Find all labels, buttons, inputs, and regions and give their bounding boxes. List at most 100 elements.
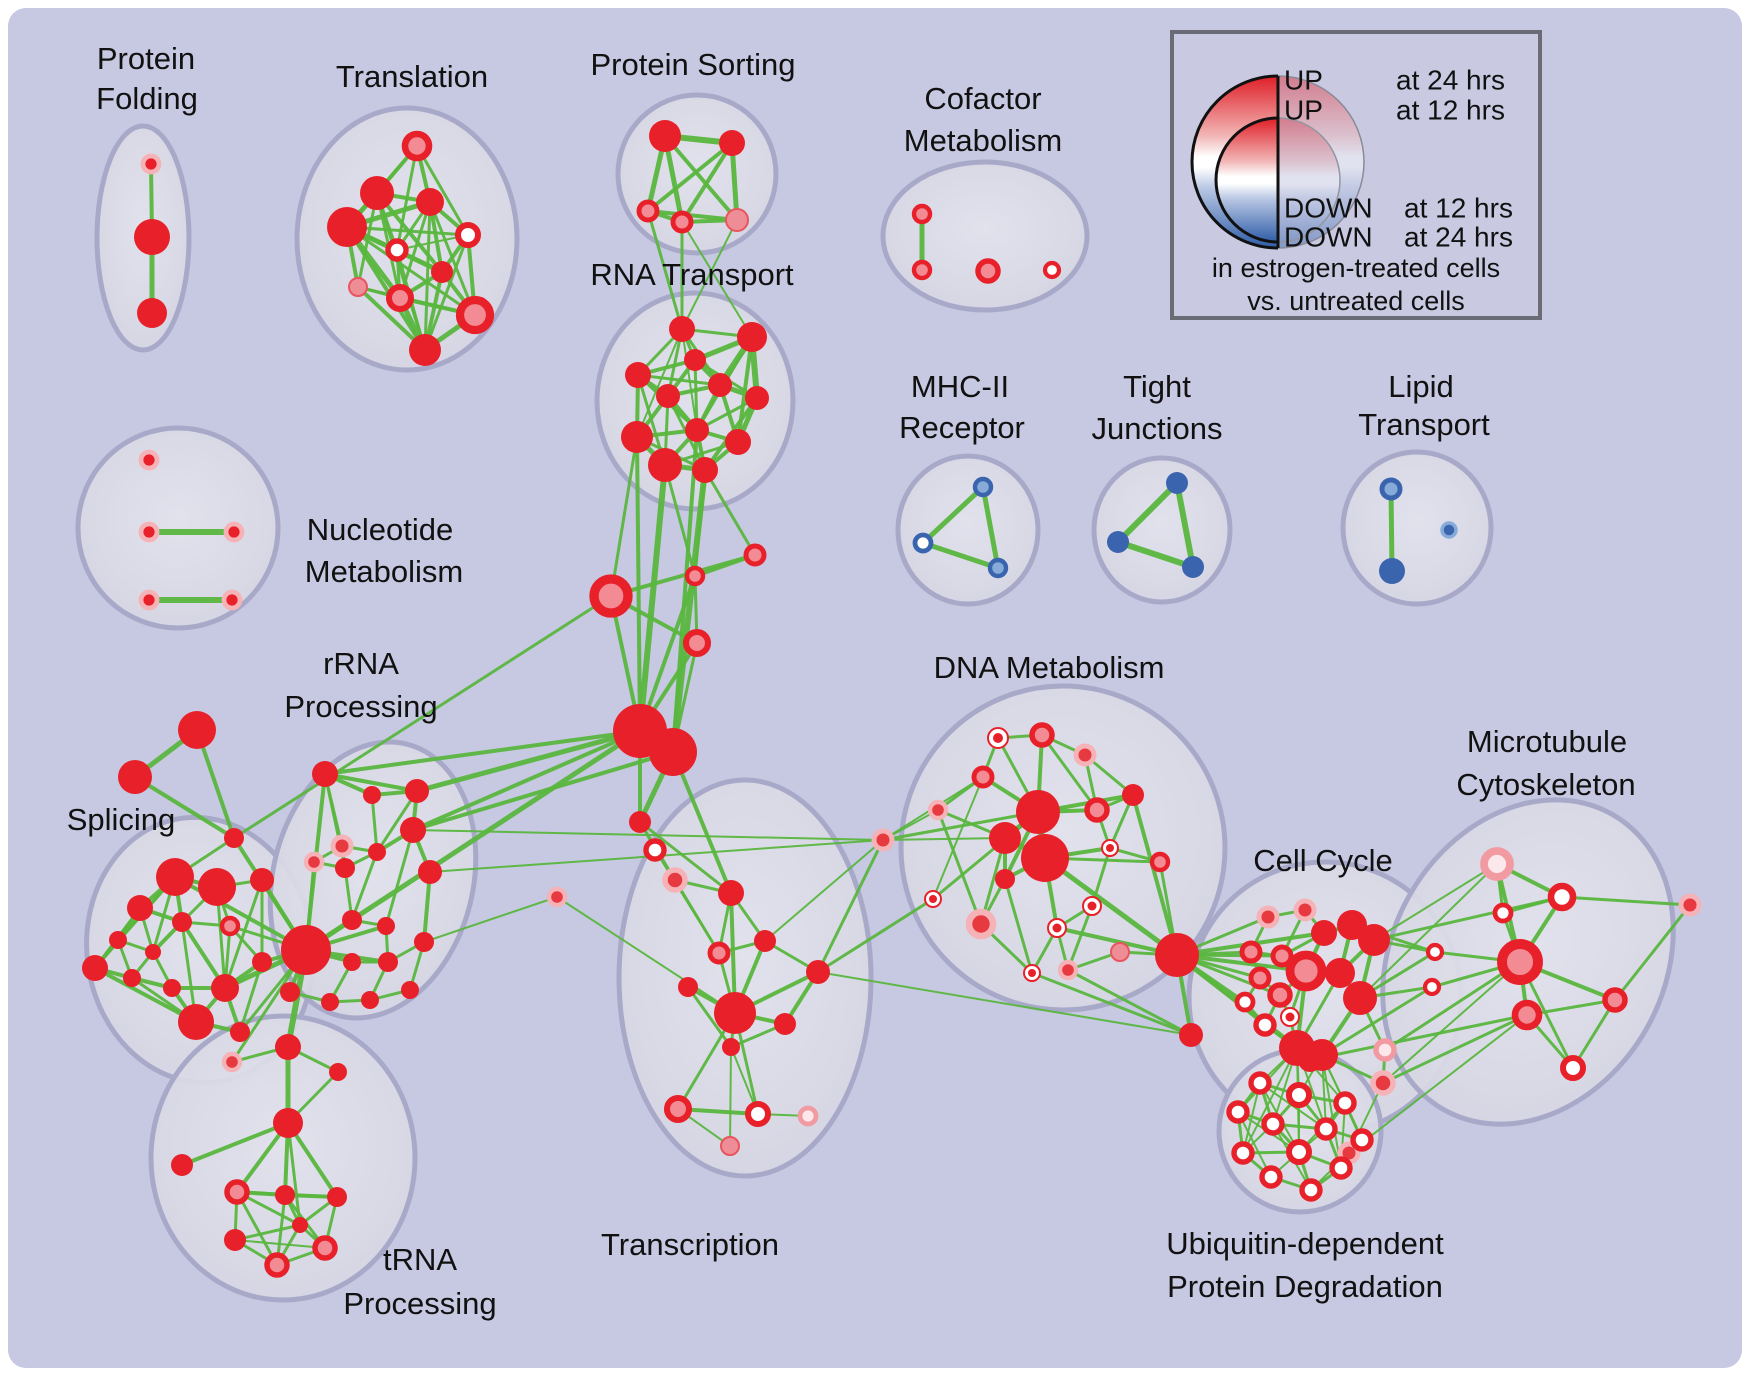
cluster-label-nucleotide-0: Nucleotide: [307, 512, 453, 547]
node-rwc: [1422, 977, 1442, 997]
cluster-label-trna-processing-1: Processing: [343, 1286, 496, 1321]
edge: [920, 484, 986, 546]
node-rpr: [138, 589, 160, 611]
edge: [350, 850, 379, 922]
node-r: [1179, 1023, 1203, 1047]
node-r: [669, 316, 695, 342]
cluster-mhc-ii: [895, 453, 1041, 607]
edge: [920, 540, 1001, 571]
node-rwc: [1259, 1165, 1283, 1189]
cluster-label-protein-sorting-0: Protein Sorting: [590, 47, 795, 82]
node-r: [684, 349, 706, 371]
node-r: [754, 930, 776, 952]
cluster-label-tight-junctions-0: Tight: [1123, 369, 1191, 404]
edge: [323, 729, 642, 776]
edge: [638, 820, 733, 895]
node-rwc: [455, 222, 481, 248]
node-rpc: [911, 203, 933, 225]
node-rpc: [670, 210, 694, 234]
node-b: [1107, 531, 1129, 553]
node-r: [163, 979, 181, 997]
node-rwc: [1425, 942, 1445, 962]
node-r: [211, 974, 239, 1002]
node-rwc: [1350, 1128, 1374, 1152]
node-b: [1379, 558, 1405, 584]
edge: [1382, 961, 1521, 1084]
node-rwc: [1299, 1178, 1323, 1202]
node-rpr: [221, 589, 243, 611]
node-r: [656, 384, 680, 408]
cluster-nucleotide: [75, 425, 281, 631]
node-rwc: [1042, 260, 1062, 280]
edge: [1115, 539, 1196, 570]
node-r: [312, 761, 338, 787]
legend-time-1: at 12 hrs: [1396, 94, 1505, 125]
node-rwc: [1314, 1117, 1338, 1141]
node-rwc: [1329, 1156, 1353, 1180]
node-rpc: [1267, 982, 1293, 1008]
node-r: [137, 298, 167, 328]
node-rpr: [138, 521, 160, 543]
node-r: [405, 779, 429, 803]
node-r: [134, 219, 170, 255]
node-r: [378, 952, 398, 972]
node-rpc: [219, 915, 241, 937]
node-r: [708, 373, 732, 397]
edge: [646, 209, 739, 222]
edge: [414, 728, 643, 794]
node-r: [989, 822, 1021, 854]
edge: [609, 553, 757, 598]
cluster-label-transcription-0: Transcription: [601, 1227, 779, 1262]
edge: [375, 789, 419, 854]
node-r: [343, 953, 361, 971]
node-wrc-core: [1285, 1012, 1295, 1022]
node-rpc: [911, 259, 933, 281]
node-r: [718, 880, 744, 906]
node-r: [1325, 958, 1355, 988]
edge: [411, 750, 675, 832]
cluster-label-cofactor-0: Cofactor: [924, 81, 1041, 116]
node-r: [145, 944, 161, 960]
edge: [636, 373, 722, 387]
edge: [686, 985, 733, 1049]
edge: [1373, 863, 1498, 941]
node-r: [230, 1022, 250, 1042]
node-rpc: [684, 565, 706, 587]
node-rwc: [1333, 1091, 1357, 1115]
node-r: [714, 992, 756, 1034]
edge: [1613, 903, 1692, 1002]
node-r: [1155, 933, 1199, 977]
edge: [1320, 985, 1434, 1057]
node-r: [625, 362, 651, 388]
node-r: [252, 952, 272, 972]
edge: [636, 328, 683, 438]
edge: [93, 966, 198, 1024]
node-rpc: [682, 628, 712, 658]
cluster-label-translation-0: Translation: [336, 59, 488, 94]
node-rpc: [1511, 999, 1543, 1031]
node-rpc: [401, 130, 433, 162]
node-r: [275, 1185, 295, 1205]
node-r: [1343, 981, 1377, 1015]
node-r: [649, 120, 681, 152]
node-r: [275, 1034, 301, 1060]
edge: [423, 896, 558, 943]
node-r: [719, 130, 745, 156]
edge: [671, 750, 733, 895]
edge: [817, 971, 1192, 1036]
node-prc: [965, 908, 997, 940]
node-rpc: [1285, 950, 1327, 992]
cluster-label-protein-folding-0: Protein: [97, 41, 195, 76]
cluster-label-tight-junctions-1: Junctions: [1092, 411, 1223, 446]
edge: [637, 462, 668, 734]
node-rwc: [1253, 1013, 1277, 1037]
cluster-label-protein-folding-1: Folding: [96, 81, 198, 116]
edge: [323, 772, 419, 793]
node-r: [692, 457, 718, 483]
node-rwc: [643, 838, 667, 862]
edge: [693, 468, 707, 578]
legend-direction-3: DOWN: [1284, 221, 1373, 252]
node-r: [327, 207, 367, 247]
network-nodes: [82, 120, 1702, 1278]
